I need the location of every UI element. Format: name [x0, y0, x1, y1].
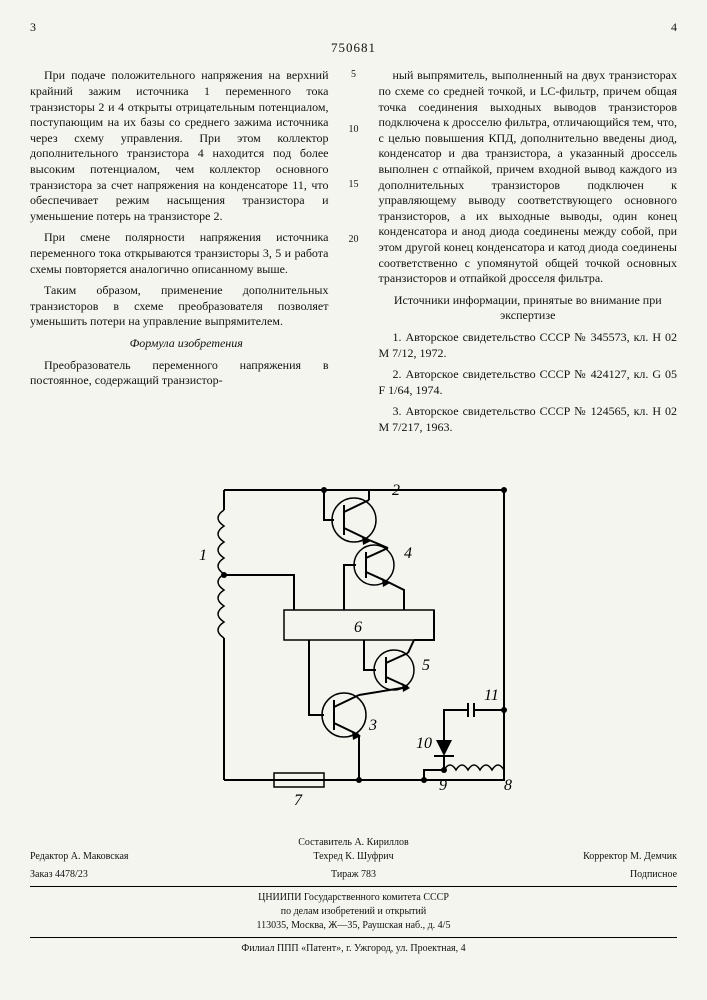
page-numbers: 3 4	[30, 20, 677, 36]
sign: Подписное	[461, 868, 677, 882]
left-p3: Таким образом, применение дополнительных…	[30, 283, 329, 330]
org2: по делам изобретений и открытий	[30, 905, 677, 919]
sources-title: Источники информации, принятые во вниман…	[379, 293, 678, 324]
page-left: 3	[30, 20, 36, 36]
label-7: 7	[294, 792, 303, 809]
main-columns: При подаче положительного напряжения на …	[30, 68, 677, 441]
org1: ЦНИИПИ Государственного комитета СССР	[30, 891, 677, 905]
addr2: Филиал ППП «Патент», г. Ужгород, ул. Про…	[30, 942, 677, 956]
left-column: При подаче положительного напряжения на …	[30, 68, 329, 441]
formula-title: Формула изобретения	[30, 336, 329, 352]
label-1: 1	[199, 547, 207, 564]
right-p1: ный выпрямитель, выполненный на двух тра…	[379, 68, 678, 286]
left-p4: Преобразователь переменного напряжения в…	[30, 358, 329, 389]
label-4: 4	[404, 545, 412, 562]
label-2: 2	[392, 482, 400, 499]
addr1: 113035, Москва, Ж—35, Раушская наб., д. …	[30, 919, 677, 933]
compiler: Составитель А. Кириллов	[30, 836, 677, 850]
source-2: 2. Авторское свидетельство СССР № 424127…	[379, 367, 678, 398]
label-8: 8	[504, 777, 512, 794]
tech: Техред К. Шуфрич	[246, 850, 462, 864]
line-num: 10	[347, 123, 361, 136]
right-column: ный выпрямитель, выполненный на двух тра…	[379, 68, 678, 441]
label-6: 6	[354, 619, 362, 636]
corrector: Корректор М. Демчик	[461, 850, 677, 864]
source-1: 1. Авторское свидетельство СССР № 345573…	[379, 330, 678, 361]
label-5: 5	[422, 657, 430, 674]
line-number-gutter: 5 10 15 20	[347, 68, 361, 441]
left-p2: При смене полярности напряжения источник…	[30, 230, 329, 277]
circuit-svg: 1 2 4 6 5 3 11 10	[144, 460, 564, 820]
order-row: Заказ 4478/23 Тираж 783 Подписное	[30, 868, 677, 882]
label-3: 3	[368, 717, 377, 734]
footer: Составитель А. Кириллов Редактор А. Мако…	[30, 836, 677, 956]
circuit-diagram: 1 2 4 6 5 3 11 10	[30, 460, 677, 825]
credits-row: Редактор А. Маковская Техред К. Шуфрич К…	[30, 850, 677, 864]
source-3: 3. Авторское свидетельство СССР № 124565…	[379, 404, 678, 435]
label-11: 11	[484, 687, 499, 704]
order: Заказ 4478/23	[30, 868, 246, 882]
line-num: 20	[347, 233, 361, 246]
page-right: 4	[671, 20, 677, 36]
tirazh: Тираж 783	[246, 868, 462, 882]
doc-number: 750681	[30, 40, 677, 57]
line-num: 15	[347, 178, 361, 191]
left-p1: При подаче положительного напряжения на …	[30, 68, 329, 224]
label-10: 10	[416, 735, 432, 752]
editor: Редактор А. Маковская	[30, 850, 246, 864]
line-num: 5	[347, 68, 361, 81]
